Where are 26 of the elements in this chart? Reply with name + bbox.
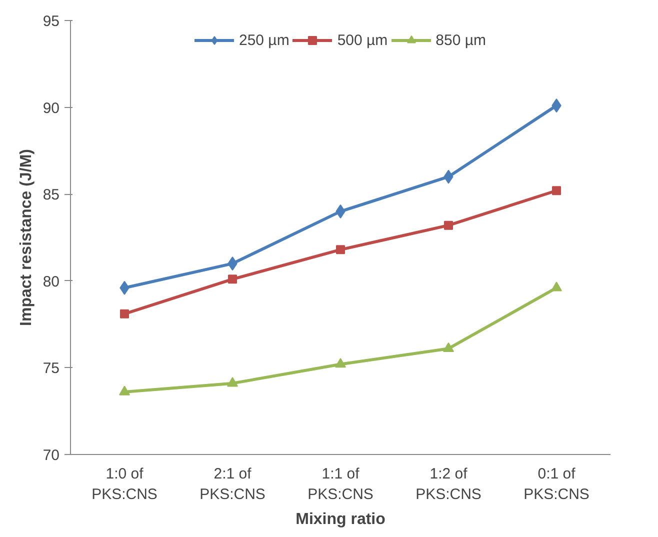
x-axis-title: Mixing ratio — [296, 510, 386, 528]
y-tick-label: 90 — [42, 100, 60, 117]
point — [552, 186, 561, 196]
point — [335, 358, 346, 368]
point — [227, 377, 238, 387]
x-tick-label: 1:0 of PKS:CNS — [92, 466, 158, 503]
legend-label: 850 µm — [436, 32, 486, 48]
point — [551, 282, 562, 292]
y-tick-label: 70 — [42, 447, 60, 464]
point — [336, 245, 345, 254]
legend-label: 500 µm — [337, 32, 388, 48]
point — [228, 274, 237, 284]
y-tick-label: 80 — [42, 273, 60, 290]
x-tick-label: 0:1 of PKS:CNS — [524, 466, 590, 503]
point — [443, 342, 454, 352]
x-tick-label: 1:1 of PKS:CNS — [308, 466, 374, 503]
y-tick-label: 75 — [42, 360, 60, 378]
point — [120, 309, 129, 318]
legend-label: 250 µm — [238, 32, 290, 48]
y-axis-title: Impact resistance (J/M) — [18, 149, 35, 326]
x-tick-label: 1:2 of PKS:CNS — [416, 466, 482, 503]
y-tick-label: 85 — [42, 186, 60, 204]
y-tick-label: 95 — [42, 13, 60, 30]
point — [444, 220, 453, 230]
x-tick-label: 2:1 of PKS:CNS — [200, 466, 266, 503]
point — [119, 386, 130, 396]
